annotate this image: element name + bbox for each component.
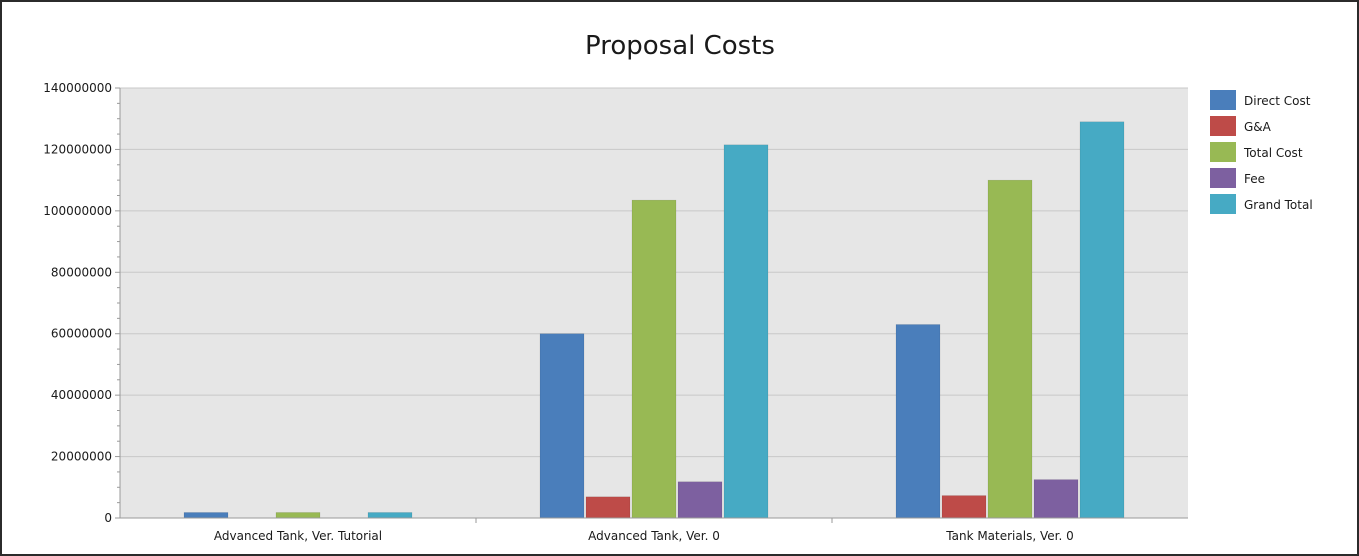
bar-fee — [677, 481, 723, 519]
x-tick-label: Advanced Tank, Ver. Tutorial — [214, 529, 382, 543]
bar-total-cost — [631, 199, 677, 519]
bar-grand-total — [723, 144, 769, 519]
legend: Direct Cost G&A Total Cost Fee Grand Total — [1210, 90, 1313, 214]
axes: 0 20000000 40000000 60000000 80000000 1000000… — [43, 81, 1188, 543]
bar-direct-cost — [183, 512, 229, 519]
chart-title: Proposal Costs — [585, 31, 775, 61]
legend-label: Direct Cost — [1244, 94, 1311, 108]
bar-total-cost — [987, 179, 1033, 519]
legend-label: Fee — [1244, 172, 1265, 186]
bar-total-cost — [275, 512, 321, 519]
x-tick-label: Advanced Tank, Ver. 0 — [588, 529, 720, 543]
y-tick-label: 0 — [104, 511, 112, 525]
legend-label: Total Cost — [1243, 146, 1303, 160]
bars — [183, 121, 1125, 519]
legend-swatch — [1210, 90, 1236, 110]
legend-swatch — [1210, 168, 1236, 188]
bar-g-a — [585, 496, 631, 519]
bar-grand-total — [1079, 121, 1125, 519]
legend-swatch — [1210, 194, 1236, 214]
legend-swatch — [1210, 116, 1236, 136]
y-tick-label: 80000000 — [51, 265, 112, 279]
y-tick-label: 140000000 — [43, 81, 112, 95]
x-tick-label: Tank Materials, Ver. 0 — [945, 529, 1073, 543]
legend-label: Grand Total — [1244, 198, 1313, 212]
y-tick-label: 20000000 — [51, 450, 112, 464]
bar-direct-cost — [539, 333, 585, 519]
legend-label: G&A — [1244, 120, 1272, 134]
bar-direct-cost — [895, 324, 941, 519]
y-tick-label: 60000000 — [51, 327, 112, 341]
legend-swatch — [1210, 142, 1236, 162]
bar-g-a — [941, 495, 987, 519]
bar-grand-total — [367, 512, 413, 519]
y-tick-label: 100000000 — [43, 204, 112, 218]
y-tick-label: 120000000 — [43, 142, 112, 156]
y-tick-label: 40000000 — [51, 388, 112, 402]
bar-fee — [1033, 479, 1079, 519]
